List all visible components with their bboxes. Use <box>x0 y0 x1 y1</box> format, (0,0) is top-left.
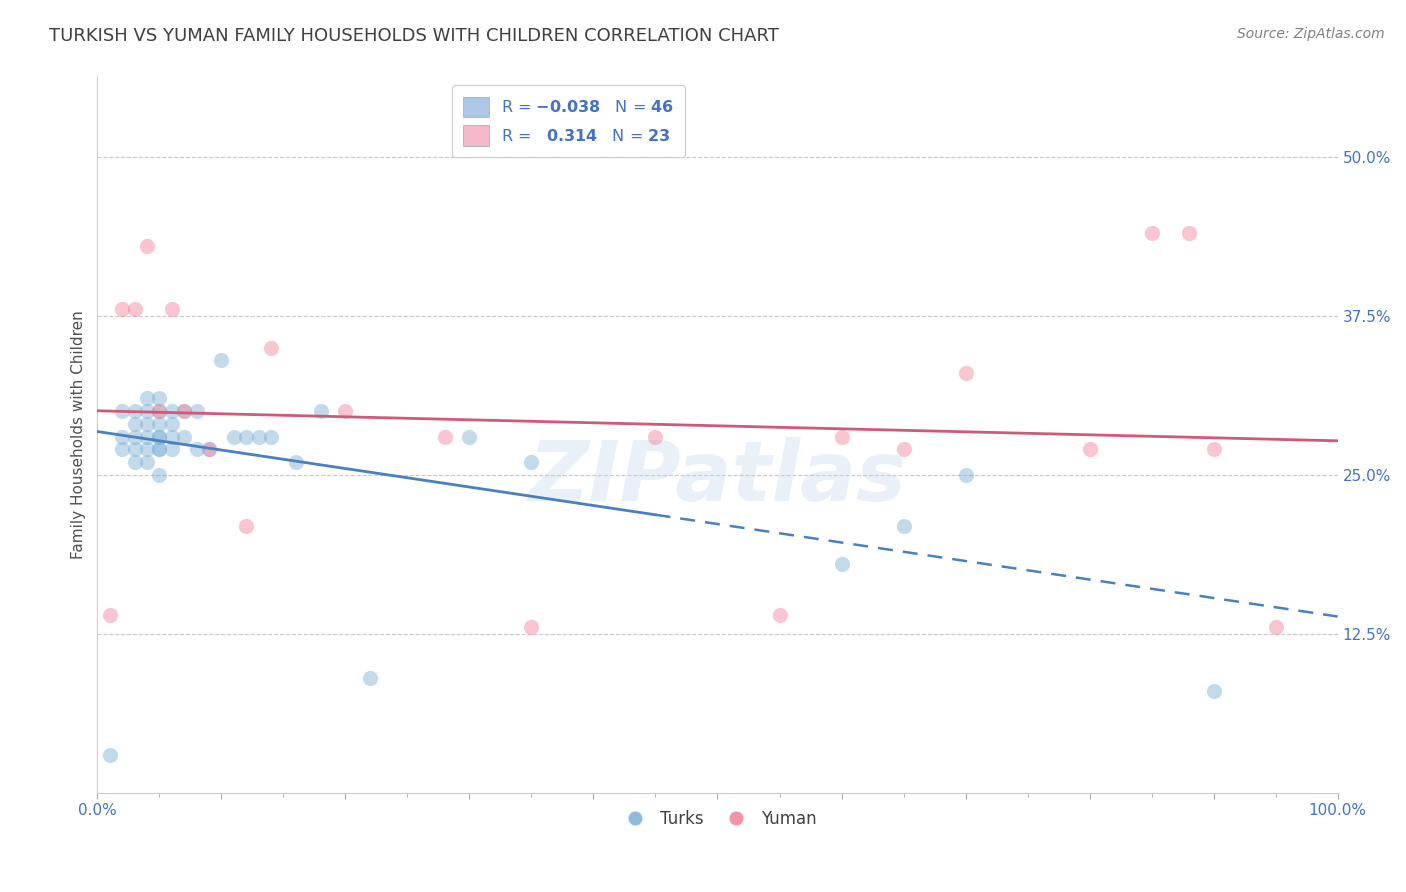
Point <box>111 442 134 457</box>
Text: TURKISH VS YUMAN FAMILY HOUSEHOLDS WITH CHILDREN CORRELATION CHART: TURKISH VS YUMAN FAMILY HOUSEHOLDS WITH … <box>49 27 779 45</box>
Point <box>136 239 159 253</box>
Point <box>136 392 159 406</box>
Point <box>173 430 195 444</box>
Point <box>1202 684 1225 698</box>
Point <box>260 430 283 444</box>
Point <box>124 404 146 418</box>
Text: Source: ZipAtlas.com: Source: ZipAtlas.com <box>1237 27 1385 41</box>
Point <box>160 442 183 457</box>
Point <box>136 417 159 431</box>
Point <box>1078 442 1101 457</box>
Point <box>98 607 121 622</box>
Point <box>222 430 245 444</box>
Point <box>136 455 159 469</box>
Point <box>160 430 183 444</box>
Point <box>520 455 543 469</box>
Point <box>148 442 170 457</box>
Point <box>98 747 121 762</box>
Point <box>173 404 195 418</box>
Point <box>160 417 183 431</box>
Point <box>1264 620 1286 634</box>
Point <box>433 430 456 444</box>
Point <box>309 404 332 418</box>
Point <box>148 417 170 431</box>
Point <box>173 404 195 418</box>
Text: ZIPatlas: ZIPatlas <box>529 437 907 518</box>
Point <box>160 404 183 418</box>
Point <box>520 620 543 634</box>
Point <box>148 430 170 444</box>
Point <box>458 430 481 444</box>
Point <box>148 404 170 418</box>
Point <box>160 302 183 317</box>
Point <box>148 467 170 482</box>
Point <box>136 430 159 444</box>
Point <box>186 442 208 457</box>
Point <box>235 430 257 444</box>
Point <box>284 455 307 469</box>
Point <box>111 404 134 418</box>
Point <box>136 442 159 457</box>
Point <box>831 557 853 571</box>
Point <box>124 302 146 317</box>
Point <box>148 430 170 444</box>
Point <box>124 455 146 469</box>
Point <box>1178 226 1201 240</box>
Point <box>124 417 146 431</box>
Point <box>893 518 915 533</box>
Point <box>136 404 159 418</box>
Y-axis label: Family Households with Children: Family Households with Children <box>72 310 86 559</box>
Point <box>124 442 146 457</box>
Point <box>893 442 915 457</box>
Point <box>955 366 977 380</box>
Point <box>831 430 853 444</box>
Point <box>111 430 134 444</box>
Point <box>209 353 232 368</box>
Point <box>198 442 221 457</box>
Point <box>260 341 283 355</box>
Point <box>644 430 666 444</box>
Point <box>768 607 790 622</box>
Point <box>148 392 170 406</box>
Legend: Turks, Yuman: Turks, Yuman <box>612 803 824 834</box>
Point <box>247 430 270 444</box>
Point <box>148 404 170 418</box>
Point <box>124 430 146 444</box>
Point <box>198 442 221 457</box>
Point <box>235 518 257 533</box>
Point <box>1140 226 1163 240</box>
Point <box>186 404 208 418</box>
Point <box>148 442 170 457</box>
Point <box>111 302 134 317</box>
Point <box>335 404 357 418</box>
Point <box>955 467 977 482</box>
Point <box>359 671 381 685</box>
Point <box>1202 442 1225 457</box>
